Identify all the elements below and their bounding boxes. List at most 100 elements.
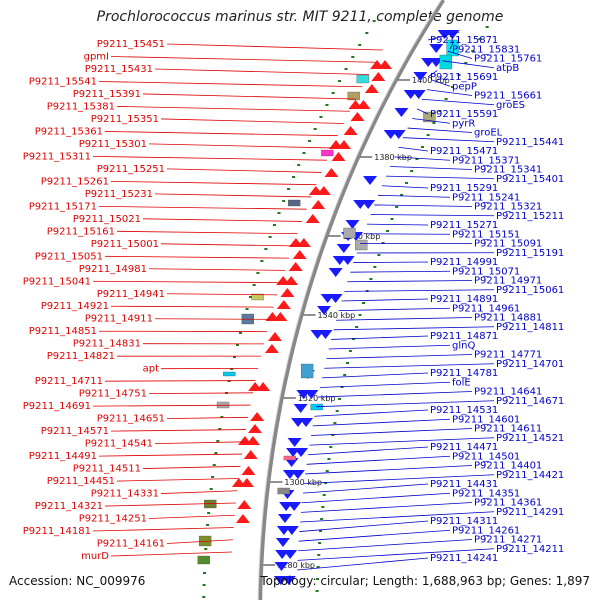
left-label-leader	[104, 131, 338, 137]
minor-tick-right	[410, 170, 414, 172]
minor-tick-right	[444, 98, 448, 100]
right-gene-label: P9211_14701	[496, 359, 564, 370]
left-label-leader	[142, 93, 357, 100]
minor-tick-right	[343, 374, 347, 376]
right-gene-label: P9211_14961	[452, 303, 520, 314]
left-label-leader	[148, 392, 253, 395]
left-gene-label: P9211_14941	[97, 289, 165, 300]
right-gene-label: P9211_14971	[474, 276, 542, 287]
minor-tick-left	[245, 308, 249, 310]
right-gene-label: P9211_15691	[430, 72, 498, 83]
right-label-leader	[299, 520, 429, 532]
minor-tick-right	[457, 74, 461, 76]
feature-block	[343, 227, 356, 239]
right-label-leader	[442, 60, 495, 69]
forward-gene-arrow	[331, 152, 346, 161]
right-label-leader	[374, 204, 473, 207]
left-label-leader	[154, 441, 245, 445]
minor-tick-right	[345, 362, 349, 364]
right-label-leader	[398, 146, 429, 152]
right-gene-label: P9211_14401	[474, 461, 542, 472]
left-label-leader	[110, 429, 247, 432]
left-gene-label: P9211_14821	[47, 351, 115, 362]
right-gene-label: P9211_15271	[430, 220, 498, 231]
minor-tick-right	[385, 230, 389, 232]
reverse-gene-arrow	[445, 30, 460, 39]
left-gene-label: P9211_14511	[73, 464, 141, 475]
map-title: Prochlorococcus marinus str. MIT 9211, c…	[96, 9, 504, 25]
right-gene-label: P9211_14881	[474, 313, 542, 324]
right-gene-label: pyrR	[452, 118, 475, 129]
right-label-leader	[301, 502, 473, 513]
left-gene-label: P9211_14851	[29, 326, 97, 337]
left-label-leader	[110, 305, 274, 308]
right-gene-label: P9211_15761	[474, 54, 542, 65]
kbp-label: 1280 kbp	[277, 561, 315, 570]
minor-tick-left	[292, 176, 296, 178]
right-label-leader	[378, 194, 451, 198]
reverse-gene-arrow	[411, 90, 426, 99]
minor-tick-right	[358, 314, 362, 316]
kbp-label: 1360 kbp	[343, 232, 381, 241]
forward-gene-arrow	[311, 200, 326, 209]
backbone-arc	[258, 0, 445, 600]
forward-gene-arrow	[267, 332, 282, 341]
reverse-gene-arrow	[293, 404, 308, 413]
right-label-leader	[347, 280, 473, 283]
left-label-leader	[166, 168, 322, 173]
right-label-leader	[407, 127, 473, 133]
left-label-leader	[98, 453, 243, 457]
feature-block	[300, 363, 314, 379]
left-label-leader	[166, 416, 249, 420]
minor-tick-left	[325, 104, 329, 106]
minor-tick-left	[256, 272, 260, 274]
right-label-leader	[305, 465, 473, 475]
left-gene-label: P9211_15361	[35, 126, 103, 137]
minor-tick-left	[220, 416, 224, 418]
minor-tick-right	[420, 146, 424, 148]
feature-block	[283, 455, 297, 461]
right-gene-label: P9211_14871	[430, 331, 498, 342]
reverse-gene-arrow	[340, 256, 355, 265]
reverse-gene-arrow	[284, 526, 299, 535]
reverse-gene-arrow	[394, 108, 409, 117]
minor-tick-right	[318, 542, 322, 544]
reverse-gene-arrow	[277, 514, 292, 523]
forward-gene-arrow	[324, 168, 339, 177]
forward-gene-arrow	[343, 126, 358, 135]
feature-block	[223, 371, 236, 377]
minor-tick-left	[307, 140, 311, 142]
minor-tick-left	[351, 56, 355, 58]
left-gene-label: P9211_15001	[91, 239, 159, 250]
right-label-leader	[333, 326, 495, 331]
right-gene-label: P9211_15591	[430, 109, 498, 120]
left-label-leader	[166, 43, 383, 51]
minor-tick-left	[209, 488, 213, 490]
reverse-gene-arrow	[336, 244, 351, 253]
left-gene-label: P9211_15541	[29, 76, 97, 87]
right-label-leader	[447, 50, 473, 59]
right-label-leader	[326, 354, 473, 360]
right-label-leader	[297, 548, 495, 561]
minor-tick-left	[344, 68, 348, 70]
right-label-leader	[421, 98, 495, 106]
minor-tick-right	[348, 350, 352, 352]
right-label-leader	[427, 70, 438, 78]
left-gene-label: P9211_15051	[35, 251, 103, 262]
left-label-leader	[148, 143, 333, 149]
forward-gene-arrow	[280, 288, 295, 297]
minor-tick-left	[252, 284, 256, 286]
reverse-gene-arrow	[294, 448, 309, 457]
right-label-leader	[449, 41, 454, 50]
minor-tick-left	[211, 476, 215, 478]
right-gene-label: P9211_14521	[496, 433, 564, 444]
feature-block	[347, 91, 360, 101]
left-gene-label: P9211_14651	[97, 414, 165, 425]
left-gene-label: P9211_14321	[35, 501, 103, 512]
right-label-leader	[344, 289, 495, 292]
left-label-leader	[148, 514, 235, 519]
right-label-leader	[363, 233, 451, 235]
left-label-leader	[98, 205, 307, 210]
minor-tick-left	[338, 80, 342, 82]
forward-gene-arrow	[265, 312, 280, 321]
